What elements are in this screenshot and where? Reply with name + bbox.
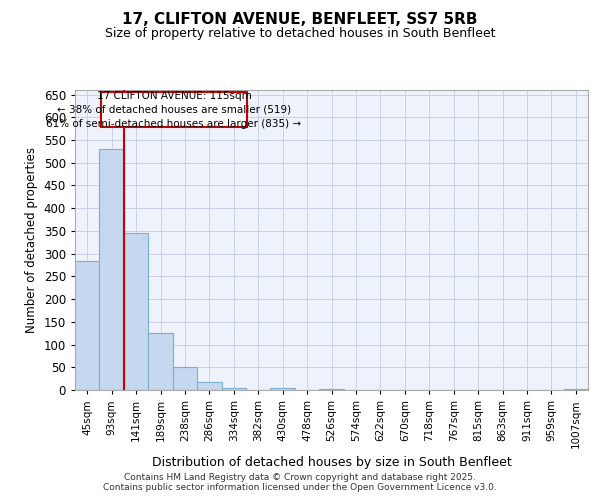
Bar bbox=[124, 233, 148, 390]
Bar bbox=[221, 388, 246, 390]
Text: 17, CLIFTON AVENUE, BENFLEET, SS7 5RB: 17, CLIFTON AVENUE, BENFLEET, SS7 5RB bbox=[122, 12, 478, 28]
X-axis label: Distribution of detached houses by size in South Benfleet: Distribution of detached houses by size … bbox=[152, 456, 511, 469]
Bar bbox=[319, 389, 344, 390]
Text: Contains HM Land Registry data © Crown copyright and database right 2025.
Contai: Contains HM Land Registry data © Crown c… bbox=[103, 473, 497, 492]
Bar bbox=[173, 368, 197, 390]
Bar bbox=[563, 389, 588, 390]
Bar bbox=[100, 149, 124, 390]
Bar bbox=[271, 388, 295, 390]
Text: Size of property relative to detached houses in South Benfleet: Size of property relative to detached ho… bbox=[105, 28, 495, 40]
Bar bbox=[148, 333, 173, 390]
FancyBboxPatch shape bbox=[101, 92, 247, 128]
Text: 17 CLIFTON AVENUE: 115sqm
← 38% of detached houses are smaller (519)
61% of semi: 17 CLIFTON AVENUE: 115sqm ← 38% of detac… bbox=[46, 90, 301, 128]
Bar bbox=[75, 262, 100, 390]
Y-axis label: Number of detached properties: Number of detached properties bbox=[25, 147, 38, 333]
Bar bbox=[197, 382, 221, 390]
